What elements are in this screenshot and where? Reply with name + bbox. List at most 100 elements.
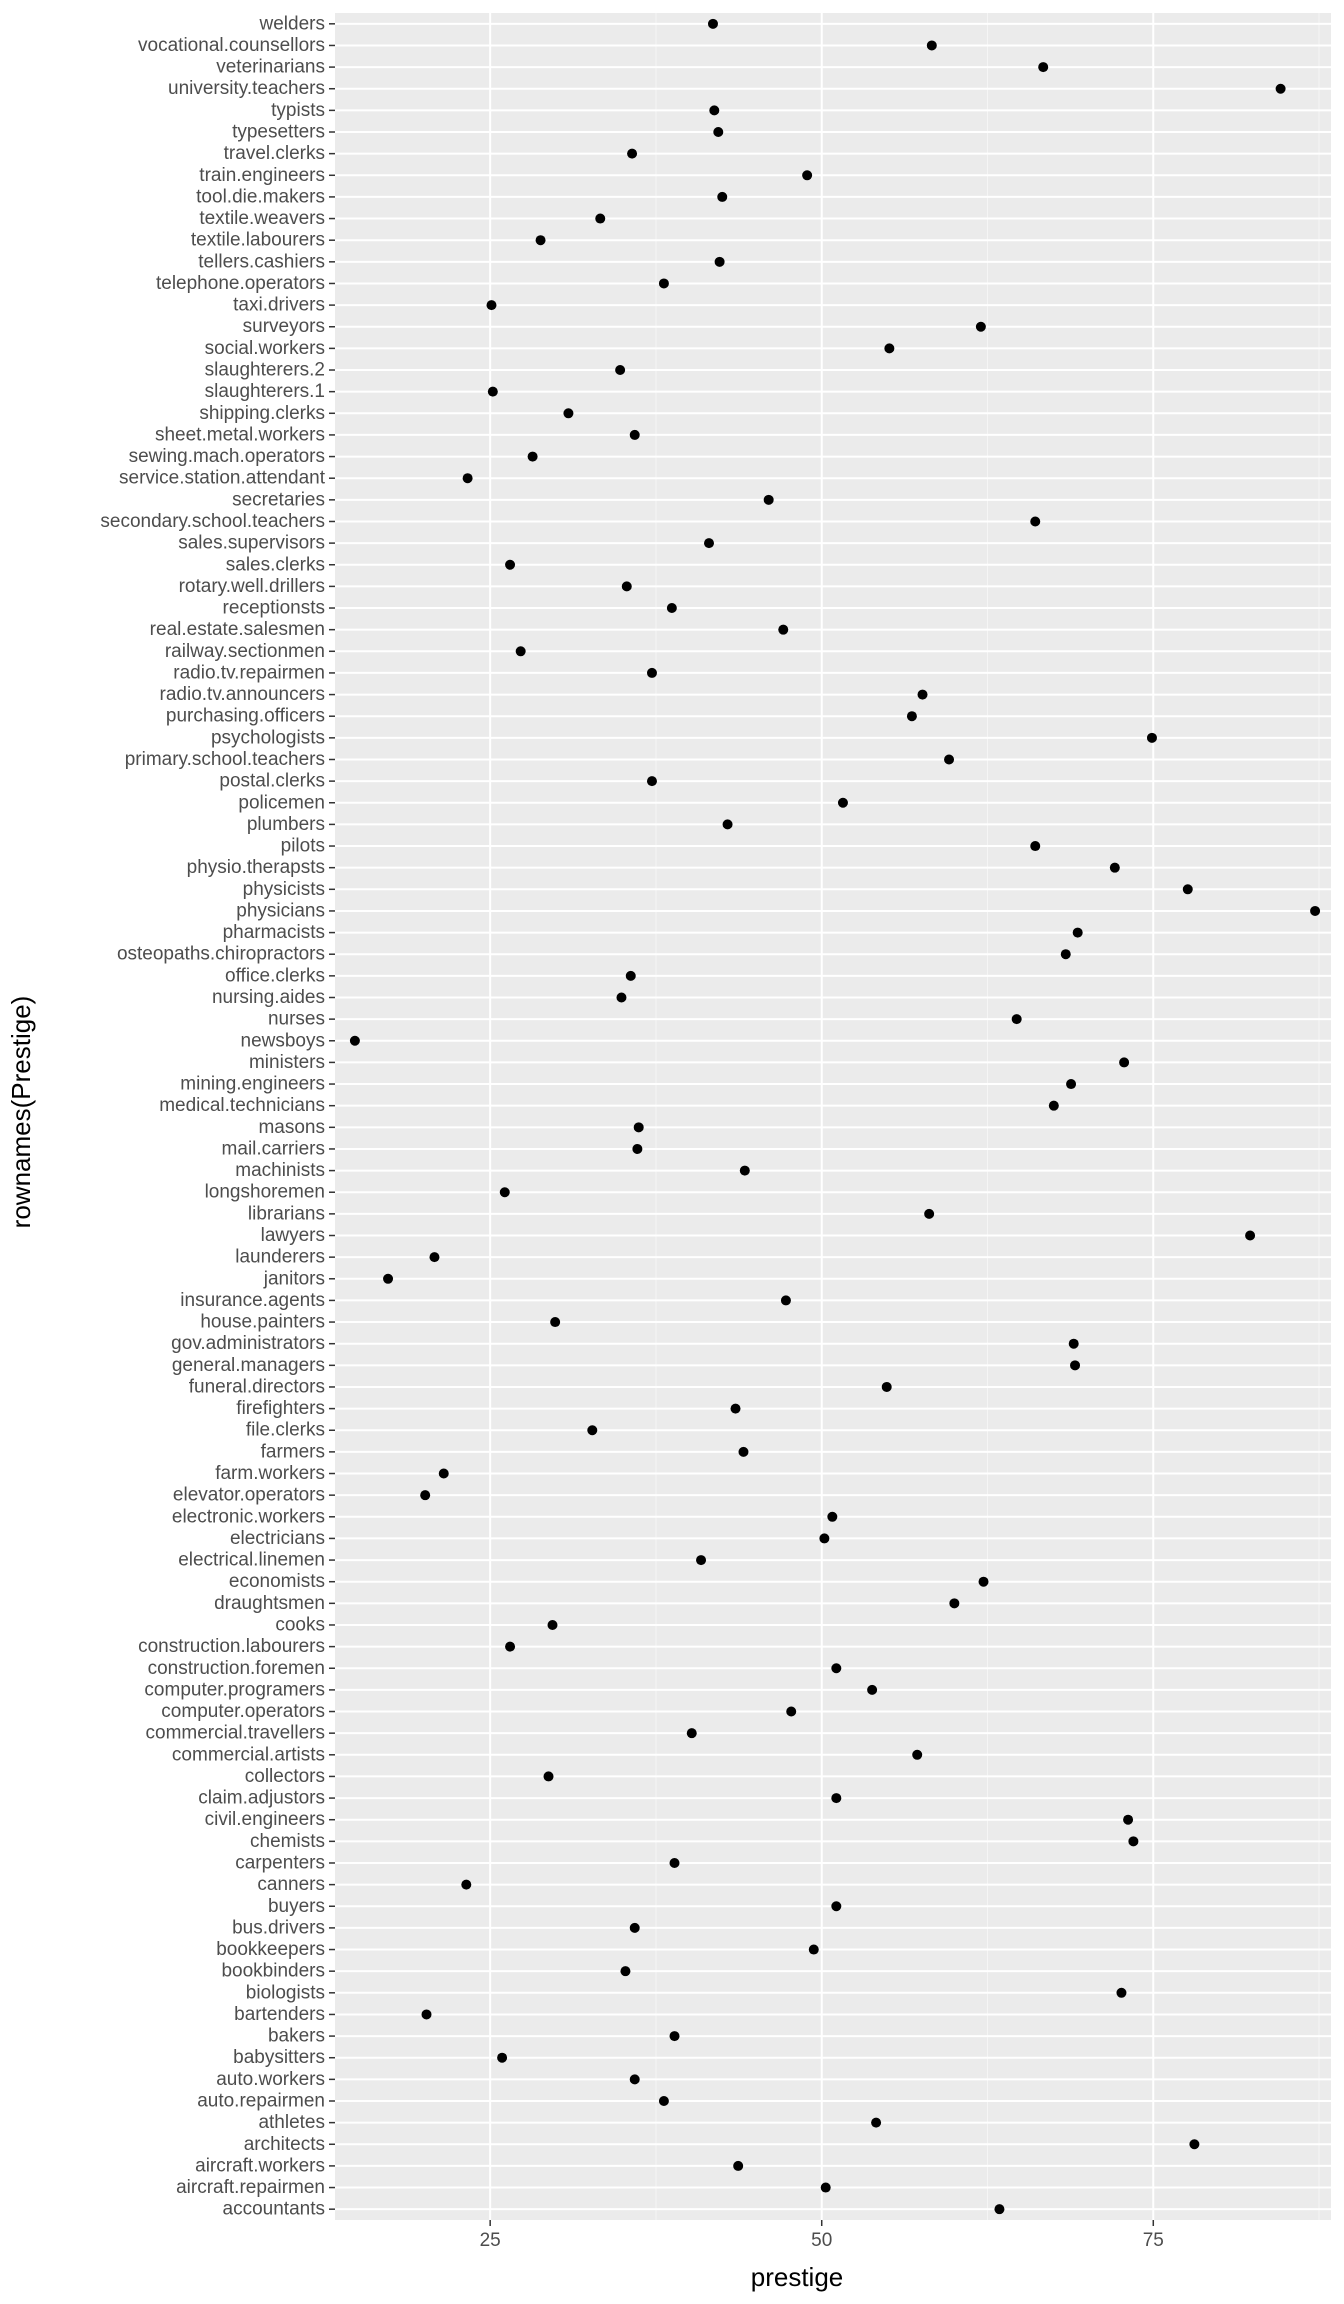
grid-lines <box>335 13 1331 2220</box>
y-tick-label: sales.clerks <box>226 554 325 575</box>
y-tick-label: ministers <box>249 1052 325 1073</box>
y-tick-label: auto.repairmen <box>197 2090 325 2111</box>
data-point <box>632 1143 643 1154</box>
data-point <box>1109 862 1120 873</box>
data-point <box>949 1598 960 1609</box>
y-tick-label: vocational.counsellors <box>138 35 325 56</box>
y-tick-label: bookbinders <box>221 1961 325 1982</box>
y-tick-label: auto.workers <box>216 2069 325 2090</box>
data-point <box>808 1944 819 1955</box>
data-point <box>713 127 724 138</box>
y-tick-label: receptionsts <box>223 598 325 619</box>
y-tick-label: social.workers <box>205 338 325 359</box>
y-tick-label: secondary.school.teachers <box>100 511 325 532</box>
data-points <box>349 18 1321 2215</box>
data-point <box>486 300 497 311</box>
data-point <box>926 40 937 51</box>
data-point <box>1310 905 1321 916</box>
y-tick-label: physicians <box>236 900 325 921</box>
y-tick-label: textile.weavers <box>199 208 325 229</box>
y-tick-label: masons <box>258 1117 325 1138</box>
data-point <box>627 148 638 159</box>
y-tick-label: plumbers <box>247 814 325 835</box>
y-axis-ticks: accountantsaircraft.repairmenaircraft.wo… <box>100 13 335 2220</box>
y-axis-title: rownames(Prestige) <box>6 996 36 1229</box>
data-point <box>658 2095 669 2106</box>
y-tick-label: babysitters <box>233 2047 325 2068</box>
data-point <box>420 1490 431 1501</box>
x-axis-title: prestige <box>751 2262 844 2292</box>
data-point <box>738 1446 749 1457</box>
data-point <box>1038 62 1049 73</box>
y-tick-label: office.clerks <box>225 965 325 986</box>
data-point <box>547 1619 558 1630</box>
data-point <box>438 1468 449 1479</box>
data-point <box>884 343 895 354</box>
data-point <box>1011 1014 1022 1025</box>
y-tick-label: policemen <box>238 792 325 813</box>
y-tick-label: insurance.agents <box>180 1290 325 1311</box>
y-tick-label: medical.technicians <box>159 1095 325 1116</box>
data-point <box>978 1576 989 1587</box>
y-tick-label: physicists <box>243 879 325 900</box>
data-point <box>658 278 669 289</box>
x-axis-ticks: 25 50 75 <box>480 2220 1164 2251</box>
y-tick-label: primary.school.teachers <box>125 749 325 770</box>
y-tick-label: service.station.attendant <box>119 468 326 489</box>
y-tick-label: welders <box>259 13 325 34</box>
data-point <box>1245 1230 1256 1241</box>
y-tick-label: computer.operators <box>161 1701 325 1722</box>
data-point <box>563 408 574 419</box>
y-tick-label: pharmacists <box>223 922 325 943</box>
data-point <box>1189 2139 1200 2150</box>
data-point <box>1048 1100 1059 1111</box>
y-tick-label: cooks <box>275 1614 325 1635</box>
y-tick-label: librarians <box>248 1203 325 1224</box>
data-point <box>686 1728 697 1739</box>
data-point <box>837 797 848 808</box>
data-point <box>625 970 636 981</box>
y-tick-label: aircraft.repairmen <box>176 2177 325 2198</box>
data-point <box>499 1187 510 1198</box>
data-point <box>917 689 928 700</box>
y-tick-label: real.estate.salesmen <box>150 619 325 640</box>
x-tick-label: 75 <box>1143 2230 1164 2251</box>
y-tick-label: electrical.linemen <box>178 1550 325 1571</box>
data-point <box>633 1122 644 1133</box>
data-point <box>786 1706 797 1717</box>
data-point <box>429 1252 440 1263</box>
data-point <box>646 667 657 678</box>
data-point <box>722 819 733 830</box>
y-tick-label: surveyors <box>243 316 325 337</box>
data-point <box>349 1035 360 1046</box>
data-point <box>615 365 626 376</box>
data-point <box>820 2182 831 2193</box>
data-point <box>505 1641 516 1652</box>
data-point <box>587 1425 598 1436</box>
data-point <box>994 2204 1005 2215</box>
y-tick-label: gov.administrators <box>171 1333 325 1354</box>
y-tick-label: taxi.drivers <box>233 295 325 316</box>
data-point <box>646 776 657 787</box>
y-tick-label: carpenters <box>235 1852 325 1873</box>
y-tick-label: nurses <box>268 1009 325 1030</box>
data-point <box>1072 927 1083 938</box>
data-point <box>819 1533 830 1544</box>
data-point <box>1275 83 1286 94</box>
y-tick-label: construction.labourers <box>138 1636 325 1657</box>
data-point <box>707 18 718 29</box>
y-tick-label: commercial.artists <box>172 1744 325 1765</box>
y-tick-label: firefighters <box>236 1398 325 1419</box>
data-point <box>487 386 498 397</box>
y-tick-label: slaughterers.1 <box>205 381 325 402</box>
data-point <box>629 429 640 440</box>
data-point <box>550 1317 561 1328</box>
y-tick-label: psychologists <box>211 727 325 748</box>
y-tick-label: electricians <box>230 1528 325 1549</box>
data-point <box>827 1511 838 1522</box>
y-tick-label: typists <box>271 100 325 121</box>
data-point <box>595 213 606 224</box>
data-point <box>461 1879 472 1890</box>
y-tick-label: canners <box>257 1874 325 1895</box>
y-tick-label: sewing.mach.operators <box>129 446 325 467</box>
